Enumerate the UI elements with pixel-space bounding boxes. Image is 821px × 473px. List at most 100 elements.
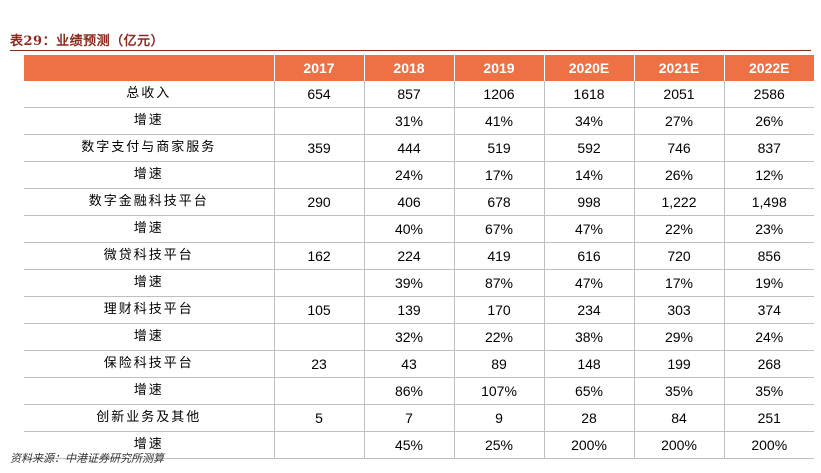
table-row: 增速 86% 107% 65% 35% 35%	[24, 377, 814, 405]
header-year-2021e: 2021E	[633, 55, 724, 81]
value-cell: 14%	[543, 161, 634, 189]
value-cell: 200%	[543, 431, 634, 459]
source-note: 资料来源：中港证券研究所测算	[10, 452, 164, 465]
header-year-2020e: 2020E	[543, 55, 634, 81]
value-cell: 22%	[453, 323, 544, 351]
value-cell: 200%	[723, 431, 814, 459]
value-cell: 40%	[363, 215, 454, 243]
row-label: 增速	[24, 323, 274, 351]
table-row: 增速 24% 17% 14% 26% 12%	[24, 161, 814, 189]
header-row: 2017 2018 2019 2020E 2021E 2022E	[24, 55, 814, 81]
value-cell: 23%	[723, 215, 814, 243]
table-row: 总收入 654 857 1206 1618 2051 2586	[24, 81, 814, 108]
table-row: 增速 31% 41% 34% 27% 26%	[24, 107, 814, 135]
value-cell: 67%	[453, 215, 544, 243]
table-title: 表29：业绩预测（亿元）	[10, 34, 165, 49]
value-cell: 26%	[723, 107, 814, 135]
row-label: 增速	[24, 215, 274, 243]
table-row: 增速 32% 22% 38% 29% 24%	[24, 323, 814, 351]
value-cell: 200%	[633, 431, 724, 459]
value-cell: 34%	[543, 107, 634, 135]
value-cell: 9	[453, 404, 544, 432]
value-cell: 26%	[633, 161, 724, 189]
table-row: 增速 40% 67% 47% 22% 23%	[24, 215, 814, 243]
value-cell: 5	[273, 404, 364, 432]
row-label: 微贷科技平台	[24, 242, 274, 270]
value-cell: 7	[363, 404, 454, 432]
table-row: 增速 39% 87% 47% 17% 19%	[24, 269, 814, 297]
value-cell: 678	[453, 188, 544, 216]
header-year-2022e: 2022E	[723, 55, 814, 81]
value-cell	[273, 161, 364, 189]
value-cell: 720	[633, 242, 724, 270]
value-cell: 224	[363, 242, 454, 270]
value-cell: 374	[723, 296, 814, 324]
value-cell: 24%	[363, 161, 454, 189]
table-row: 数字金融科技平台 290 406 678 998 1,222 1,498	[24, 188, 814, 216]
value-cell: 45%	[363, 431, 454, 459]
value-cell	[273, 215, 364, 243]
value-cell: 84	[633, 404, 724, 432]
row-label: 增速	[24, 431, 274, 459]
value-cell: 1,222	[633, 188, 724, 216]
title-divider	[10, 50, 811, 51]
value-cell	[273, 107, 364, 135]
row-label: 增速	[24, 161, 274, 189]
value-cell	[273, 431, 364, 459]
value-cell: 148	[543, 350, 634, 378]
value-cell: 268	[723, 350, 814, 378]
row-label: 增速	[24, 377, 274, 405]
row-label: 数字金融科技平台	[24, 188, 274, 216]
header-year-2018: 2018	[363, 55, 454, 81]
value-cell: 1618	[543, 81, 634, 108]
value-cell: 107%	[453, 377, 544, 405]
value-cell: 17%	[633, 269, 724, 297]
value-cell: 43	[363, 350, 454, 378]
value-cell: 39%	[363, 269, 454, 297]
row-label: 增速	[24, 269, 274, 297]
row-label: 总收入	[24, 81, 274, 108]
value-cell: 162	[273, 242, 364, 270]
value-cell	[273, 323, 364, 351]
value-cell: 35%	[723, 377, 814, 405]
value-cell: 998	[543, 188, 634, 216]
value-cell: 1,498	[723, 188, 814, 216]
value-cell: 41%	[453, 107, 544, 135]
row-label: 创新业务及其他	[24, 404, 274, 432]
value-cell: 359	[273, 134, 364, 162]
value-cell: 654	[273, 81, 364, 108]
value-cell: 47%	[543, 269, 634, 297]
value-cell: 616	[543, 242, 634, 270]
value-cell: 27%	[633, 107, 724, 135]
value-cell: 19%	[723, 269, 814, 297]
value-cell: 857	[363, 81, 454, 108]
row-label: 理财科技平台	[24, 296, 274, 324]
value-cell: 2051	[633, 81, 724, 108]
header-year-2017: 2017	[273, 55, 364, 81]
row-label: 数字支付与商家服务	[24, 134, 274, 162]
header-blank-cell	[24, 55, 274, 81]
table-body: 总收入 654 857 1206 1618 2051 2586 增速 31% 41% 34% 27% 2…	[24, 81, 814, 459]
row-label: 保险科技平台	[24, 350, 274, 378]
value-cell: 47%	[543, 215, 634, 243]
table-row: 保险科技平台 23 43 89 148 199 268	[24, 350, 814, 378]
value-cell: 406	[363, 188, 454, 216]
value-cell: 28	[543, 404, 634, 432]
header-year-2019: 2019	[453, 55, 544, 81]
value-cell: 12%	[723, 161, 814, 189]
value-cell: 17%	[453, 161, 544, 189]
value-cell: 444	[363, 134, 454, 162]
value-cell: 87%	[453, 269, 544, 297]
value-cell: 89	[453, 350, 544, 378]
value-cell: 65%	[543, 377, 634, 405]
value-cell: 105	[273, 296, 364, 324]
value-cell: 23	[273, 350, 364, 378]
value-cell: 22%	[633, 215, 724, 243]
value-cell: 35%	[633, 377, 724, 405]
table-row: 数字支付与商家服务 359 444 519 592 746 837	[24, 134, 814, 162]
value-cell: 419	[453, 242, 544, 270]
value-cell: 199	[633, 350, 724, 378]
value-cell: 25%	[453, 431, 544, 459]
value-cell: 837	[723, 134, 814, 162]
value-cell: 856	[723, 242, 814, 270]
